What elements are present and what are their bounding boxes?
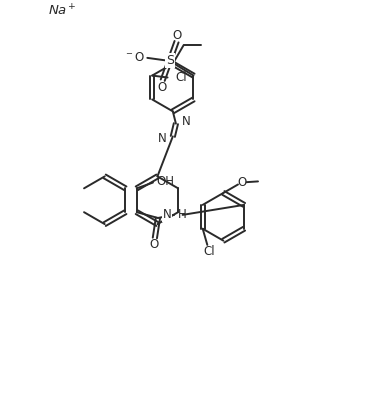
Text: N: N: [158, 132, 167, 145]
Text: O: O: [149, 238, 159, 251]
Text: N: N: [182, 115, 191, 128]
Text: Cl: Cl: [203, 244, 215, 258]
Text: N: N: [163, 209, 171, 221]
Text: H: H: [178, 209, 187, 221]
Text: $^-$O: $^-$O: [124, 51, 146, 64]
Text: OH: OH: [157, 175, 175, 188]
Text: O: O: [237, 176, 246, 189]
Text: O: O: [157, 81, 166, 94]
Text: O: O: [173, 29, 182, 42]
Text: Cl: Cl: [175, 71, 187, 84]
Text: S: S: [166, 55, 174, 67]
Text: Na$^+$: Na$^+$: [48, 3, 76, 18]
